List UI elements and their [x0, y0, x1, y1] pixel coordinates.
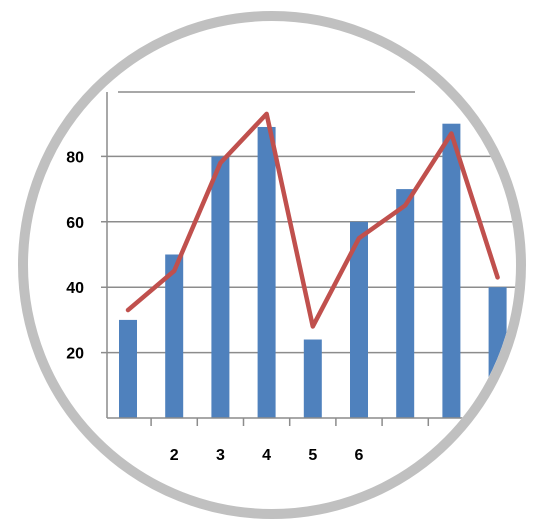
line-path: [125, 111, 500, 329]
y-axis-tick-labels: 20 40 60 80: [66, 149, 84, 362]
bar: [396, 189, 415, 418]
y-tick-label: 80: [66, 149, 84, 166]
bar: [442, 123, 461, 418]
x-tick-label: 2: [170, 447, 179, 464]
bar: [303, 339, 322, 418]
line-series: [125, 111, 500, 329]
bar: [211, 156, 230, 418]
y-tick-label: 40: [66, 280, 84, 297]
y-tick-label: 20: [66, 346, 84, 363]
y-tick-label: 60: [66, 215, 84, 232]
bar: [165, 254, 184, 418]
x-axis-tick-labels: 2 3 4 5 6: [170, 447, 364, 464]
x-tick-label: 6: [355, 447, 364, 464]
x-tick-label: 5: [308, 447, 317, 464]
bar: [350, 221, 368, 418]
bar: [257, 126, 276, 418]
bar: [119, 319, 137, 418]
x-tick-label: 4: [262, 447, 271, 464]
circular-frame: [18, 11, 526, 519]
x-tick-label: 3: [216, 447, 225, 464]
